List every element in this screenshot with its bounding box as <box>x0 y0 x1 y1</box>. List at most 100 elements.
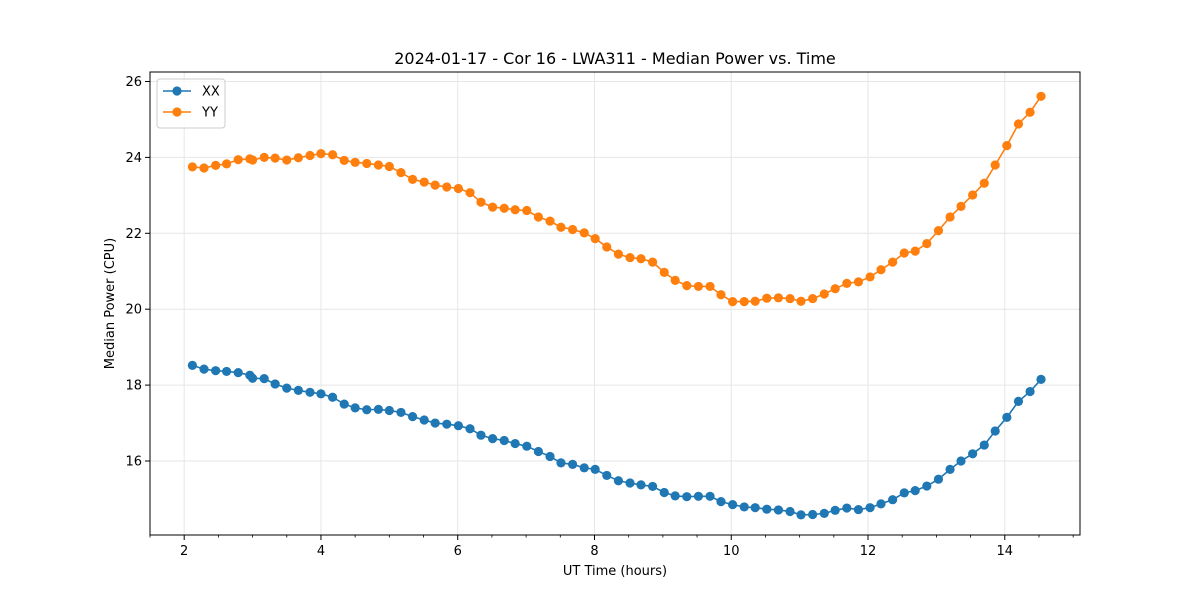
data-point <box>293 385 303 396</box>
data-point <box>1036 91 1046 101</box>
data-point <box>533 212 544 222</box>
data-point <box>659 487 669 498</box>
data-point <box>910 246 920 256</box>
data-point <box>808 509 818 520</box>
data-point <box>865 503 875 513</box>
x-tick-label: 14 <box>997 544 1014 559</box>
data-point <box>808 293 818 304</box>
data-point <box>221 159 232 169</box>
data-point <box>682 281 692 291</box>
data-point <box>773 505 784 515</box>
data-point <box>990 160 1000 170</box>
data-point <box>716 290 726 300</box>
data-point <box>682 492 692 502</box>
data-point <box>739 502 749 512</box>
data-point <box>979 178 989 188</box>
data-point <box>545 451 555 462</box>
data-point <box>625 252 635 263</box>
data-point <box>522 441 532 451</box>
data-point <box>762 504 772 514</box>
data-point <box>670 275 680 285</box>
data-point <box>545 216 555 226</box>
data-point <box>199 364 209 374</box>
data-point <box>1013 119 1024 129</box>
data-point <box>648 257 658 267</box>
data-point <box>830 505 840 515</box>
data-point <box>407 174 418 184</box>
data-point <box>853 504 864 515</box>
data-point <box>842 503 852 513</box>
data-point <box>785 293 795 304</box>
data-point <box>430 418 440 428</box>
data-point <box>888 257 898 267</box>
data-point <box>876 265 886 275</box>
data-point <box>316 148 326 159</box>
grid <box>150 72 1080 535</box>
data-point <box>716 497 726 507</box>
plot-frame <box>149 71 1081 536</box>
data-point <box>693 281 704 292</box>
x-tick-label: 10 <box>723 544 740 559</box>
data-point <box>602 470 612 481</box>
data-point <box>233 155 243 165</box>
data-point <box>796 296 806 306</box>
data-point <box>1002 141 1012 151</box>
data-point <box>853 277 864 287</box>
data-point <box>327 150 338 160</box>
data-point <box>888 495 898 505</box>
legend-label: XX <box>202 85 220 100</box>
data-point <box>876 499 886 509</box>
data-point <box>510 205 520 215</box>
data-point <box>221 366 232 377</box>
data-point <box>488 434 498 444</box>
data-point <box>499 203 509 213</box>
x-tick-label: 4 <box>317 544 325 559</box>
data-point <box>830 284 840 294</box>
data-point <box>910 486 920 496</box>
data-point <box>670 491 680 501</box>
data-point <box>762 293 772 303</box>
data-point <box>990 426 1000 436</box>
data-point <box>705 281 715 292</box>
series-yy <box>187 91 1046 307</box>
x-tick-label: 6 <box>454 544 462 559</box>
data-point <box>636 480 646 490</box>
legend-label: YY <box>201 106 218 121</box>
data-point <box>613 249 624 259</box>
data-point <box>899 488 909 498</box>
data-point <box>579 228 589 238</box>
data-point <box>384 405 394 416</box>
data-point <box>373 404 383 414</box>
data-point <box>968 449 978 459</box>
data-point <box>750 296 760 306</box>
data-point <box>1036 374 1046 384</box>
data-point <box>945 212 955 222</box>
legend: XX YY <box>156 78 226 129</box>
data-point <box>728 500 738 510</box>
data-point <box>945 464 955 474</box>
data-point <box>362 158 372 169</box>
data-point <box>590 234 600 244</box>
data-point <box>259 374 269 384</box>
data-point <box>259 152 269 162</box>
data-point <box>419 177 429 187</box>
data-point <box>187 360 197 370</box>
data-point <box>556 458 566 468</box>
data-point <box>396 407 406 418</box>
chart-title: 2024-01-17 - Cor 16 - LWA311 - Median Po… <box>394 49 836 68</box>
data-point <box>705 491 715 501</box>
data-point <box>373 160 383 170</box>
legend-marker <box>172 86 182 96</box>
data-point <box>613 476 624 486</box>
y-tick-label: 22 <box>125 227 142 242</box>
data-point <box>453 183 463 194</box>
data-point <box>750 503 760 513</box>
data-point <box>636 254 646 264</box>
data-point <box>773 293 784 303</box>
data-point <box>350 403 360 413</box>
data-point <box>419 415 429 425</box>
data-point <box>187 162 197 172</box>
data-point <box>282 383 292 393</box>
data-point <box>659 267 669 277</box>
